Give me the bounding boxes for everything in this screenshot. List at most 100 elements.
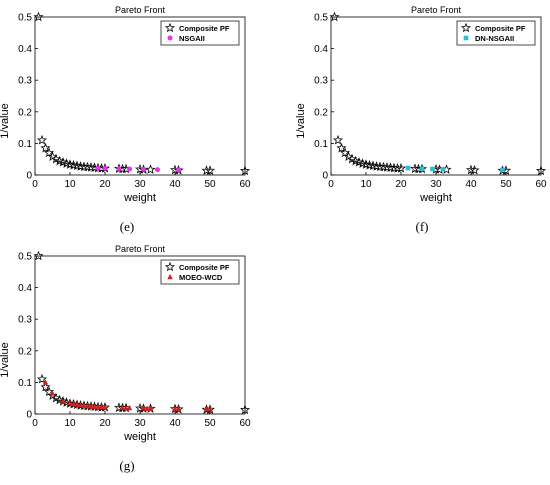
y-tick-label: 0.1 [18, 139, 32, 150]
x-axis-label: weight [419, 192, 452, 204]
legend-label: MOEO-WCD [179, 273, 223, 282]
legend-box [160, 259, 240, 285]
legend-label: Composite PF [179, 24, 230, 33]
panel-caption: (g) [119, 458, 134, 473]
x-tick-label: 20 [99, 418, 111, 429]
data-point [336, 142, 347, 153]
data-point [60, 398, 66, 404]
data-point [127, 166, 132, 172]
data-point [419, 166, 425, 171]
data-point [339, 147, 351, 158]
data-point [469, 164, 480, 175]
data-point [204, 165, 216, 175]
data-point [36, 134, 48, 145]
x-axis-label: weight [123, 192, 156, 204]
y-tick-label: 0.2 [18, 346, 32, 357]
x-tick-label: 40 [169, 179, 181, 190]
y-tick-label: 0.4 [18, 44, 32, 55]
y-tick-label: 0.5 [18, 13, 32, 24]
data-point [36, 373, 48, 384]
data-point [43, 386, 55, 397]
data-point [332, 134, 344, 145]
panel-caption: (e) [120, 219, 134, 234]
y-tick-label: 0.2 [18, 107, 32, 118]
data-point [381, 162, 393, 172]
data-point [67, 399, 73, 406]
data-point [91, 403, 98, 409]
data-point [123, 404, 129, 411]
legend-label: Composite PF [475, 24, 526, 33]
y-tick-label: 0.1 [314, 139, 328, 150]
data-point [49, 390, 56, 396]
data-point [81, 402, 87, 408]
data-point [141, 166, 146, 172]
data-point [465, 164, 477, 175]
x-tick-label: 50 [500, 179, 512, 190]
data-point [85, 162, 97, 172]
y-tick-label: 0.3 [18, 76, 32, 87]
data-point [147, 405, 154, 411]
x-tick-label: 10 [64, 179, 76, 190]
x-tick-label: 60 [239, 179, 251, 190]
x-tick-label: 60 [535, 179, 547, 190]
y-tick-label: 0 [26, 171, 32, 182]
data-point [207, 406, 213, 412]
chart-title: Pareto Front [115, 244, 166, 254]
y-tick-label: 0.1 [18, 378, 32, 389]
data-point [535, 165, 547, 176]
x-tick-label: 50 [204, 418, 216, 429]
data-point [172, 405, 178, 412]
data-point [155, 167, 160, 173]
data-point [371, 161, 382, 171]
data-point [395, 163, 407, 173]
data-point [239, 165, 251, 176]
data-point [378, 161, 389, 172]
y-tick-label: 0 [322, 171, 328, 182]
data-point [95, 165, 101, 171]
y-tick-label: 0.5 [314, 13, 328, 24]
x-axis-label: weight [123, 431, 156, 443]
legend-marker [164, 261, 176, 272]
data-point [145, 164, 156, 174]
data-point [33, 11, 44, 22]
data-point [98, 404, 105, 410]
x-tick-label: 40 [169, 418, 181, 429]
panel-caption: (f) [416, 219, 429, 234]
data-point [102, 165, 108, 171]
series-nsgaii [95, 165, 181, 173]
legend-label: DN-NSGAII [475, 34, 514, 43]
chart-panel-f: Pareto Front 0 10 20 30 40 50 60 0 0.1 0.2 0.3 0.4 0.… [295, 5, 547, 234]
data-point [440, 167, 446, 172]
data-point [43, 147, 55, 158]
data-point [75, 161, 86, 171]
y-tick-label: 0.4 [18, 283, 32, 294]
data-point [500, 167, 505, 173]
y-tick-label: 0.4 [314, 44, 328, 55]
data-point [392, 163, 403, 173]
y-tick-label: 0.3 [314, 76, 328, 87]
data-point [119, 404, 126, 410]
y-axis-label: 1/value [0, 342, 11, 377]
x-tick-label: 30 [430, 179, 442, 190]
legend-label: Composite PF [179, 263, 230, 272]
data-point [77, 402, 84, 408]
data-point [329, 11, 340, 22]
legend-box [456, 20, 536, 46]
data-point [430, 166, 435, 172]
x-tick-label: 0 [32, 418, 38, 429]
data-point [116, 166, 122, 172]
legend-marker [460, 22, 472, 33]
x-tick-label: 20 [395, 179, 407, 190]
data-point [40, 142, 51, 153]
y-tick-label: 0.5 [18, 252, 32, 263]
data-point [385, 162, 396, 173]
y-tick-label: 0.2 [314, 107, 328, 118]
data-point [84, 403, 91, 409]
data-point [70, 400, 77, 407]
x-tick-label: 0 [32, 179, 38, 190]
